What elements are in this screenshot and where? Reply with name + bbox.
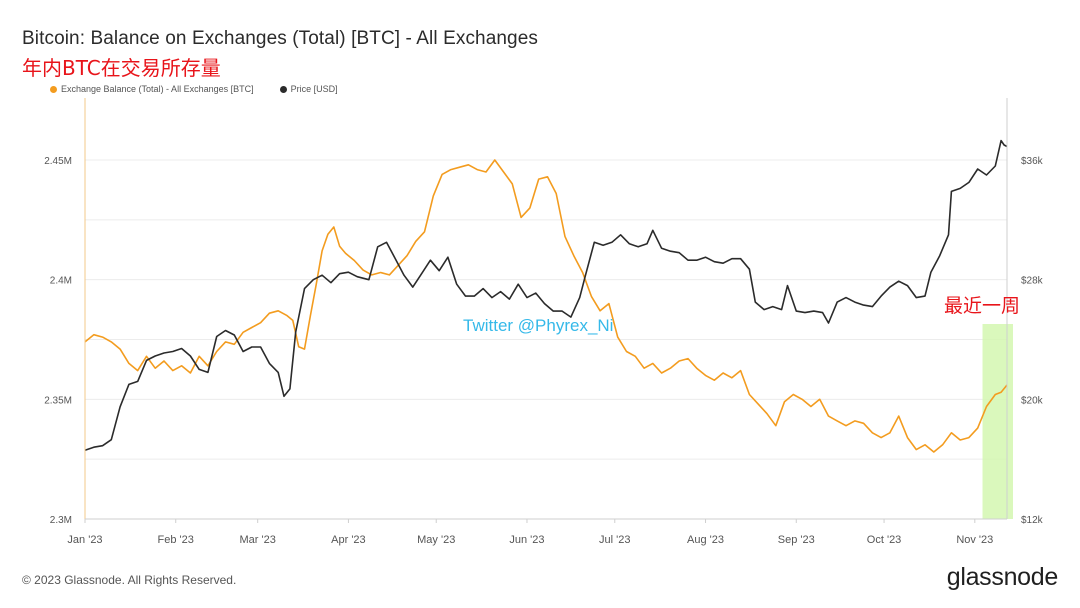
copyright: © 2023 Glassnode. All Rights Reserved. <box>22 573 237 587</box>
x-tick-label: Feb '23 <box>158 534 194 546</box>
highlight-layer <box>982 324 1013 519</box>
series-lines <box>84 139 1008 453</box>
left-tick-label: 2.4M <box>50 276 72 287</box>
watermark: Twitter @Phyrex_Ni <box>463 316 614 335</box>
left-tick-label: 2.45M <box>44 156 72 167</box>
right-tick-label: $12k <box>1021 515 1044 526</box>
axes: 2.3M 2.35M 2.4M 2.45M $12k $20k $28k $36k Jan '2… <box>44 98 1044 546</box>
left-tick-label: 2.3M <box>50 515 72 526</box>
legend-label-price: Price [USD] <box>290 84 338 94</box>
price-line <box>84 139 1008 451</box>
right-tick-label: $20k <box>1021 395 1044 406</box>
right-tick-label: $28k <box>1021 276 1044 287</box>
left-tick-label: 2.35M <box>44 395 72 406</box>
right-tick-label: $36k <box>1021 156 1044 167</box>
x-tick-label: Mar '23 <box>240 534 276 546</box>
balance-line <box>84 159 1008 453</box>
x-tick-label: Nov '23 <box>956 534 993 546</box>
x-tick-label: Sep '23 <box>778 534 815 546</box>
legend-dot-balance <box>50 85 57 93</box>
grid-lines <box>85 159 1007 520</box>
annotation-label: 最近一周 <box>944 295 1021 317</box>
legend-label-balance: Exchange Balance (Total) - All Exchanges… <box>61 84 254 94</box>
x-tick-label: Oct '23 <box>867 534 902 546</box>
x-tick-label: Jun '23 <box>509 534 544 546</box>
x-tick-label: Jul '23 <box>599 534 630 546</box>
x-tick-label: Jan '23 <box>67 534 102 546</box>
chart-subtitle: 年内BTC在交易所存量 <box>22 56 221 80</box>
glassnode-logo[interactable]: glassnode <box>946 563 1059 591</box>
legend: Exchange Balance (Total) - All Exchanges… <box>50 84 364 94</box>
x-tick-label: May '23 <box>417 534 455 546</box>
chart-title: Bitcoin: Balance on Exchanges (Total) [B… <box>22 28 538 49</box>
legend-item-balance[interactable]: Exchange Balance (Total) - All Exchanges… <box>50 84 254 94</box>
highlight-region <box>982 324 1013 519</box>
legend-dot-price <box>279 85 287 93</box>
x-tick-label: Apr '23 <box>331 534 366 546</box>
legend-item-price[interactable]: Price [USD] <box>279 84 338 94</box>
x-tick-label: Aug '23 <box>687 534 724 546</box>
